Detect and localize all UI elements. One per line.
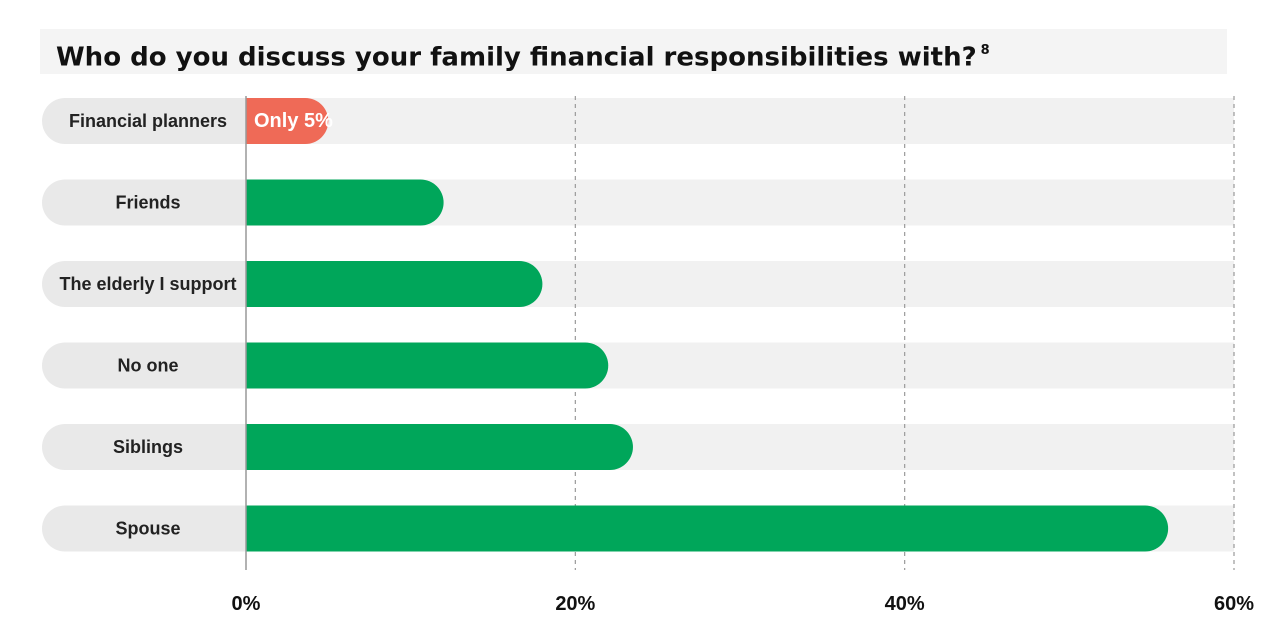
bar xyxy=(246,261,543,307)
x-tick-label: 0% xyxy=(232,593,261,615)
category-label: No one xyxy=(118,356,179,376)
x-tick-label: 60% xyxy=(1214,593,1254,615)
category-label: Financial planners xyxy=(69,111,227,131)
bar-track xyxy=(246,98,1234,144)
chart-title-text: Who do you discuss your family financial… xyxy=(56,42,977,73)
bar xyxy=(246,98,329,144)
chart-title: Who do you discuss your family financial… xyxy=(56,33,990,73)
footnote-marker: 8 xyxy=(980,43,990,58)
data-label: Only 5% xyxy=(254,110,333,132)
category-label: Siblings xyxy=(113,437,183,457)
bar xyxy=(246,179,444,226)
bar xyxy=(246,342,609,389)
bar xyxy=(246,424,633,470)
category-label: Spouse xyxy=(115,519,180,539)
bar xyxy=(246,505,1169,552)
category-label: The elderly I support xyxy=(59,274,236,294)
x-tick-label: 20% xyxy=(555,593,595,615)
x-tick-label: 40% xyxy=(885,593,925,615)
category-label: Friends xyxy=(115,193,180,213)
title-band xyxy=(40,29,1227,74)
